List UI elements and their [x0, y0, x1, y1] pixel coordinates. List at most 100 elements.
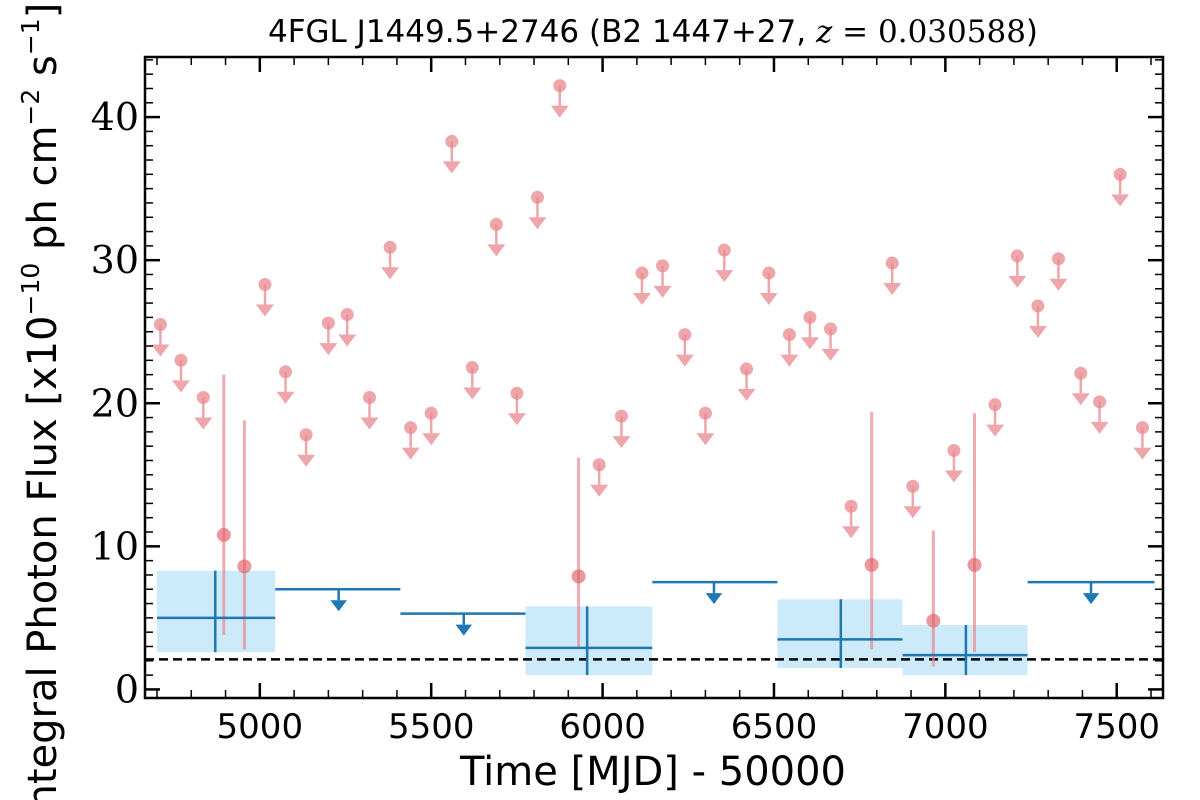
short-bin-ul-arrow-8-head	[360, 417, 379, 430]
short-bin-ul-point-7	[340, 308, 354, 322]
long-bin-band-1	[525, 606, 653, 676]
short-bin-ul-arrow-21-head	[653, 285, 672, 298]
short-bin-ul-point-30	[844, 499, 858, 513]
short-bin-ul-arrow-0-head	[151, 344, 170, 357]
short-bin-ul-point-16	[530, 190, 544, 204]
x-tick-label: 5500	[388, 707, 475, 747]
short-bin-ul-point-29	[824, 322, 838, 336]
short-bin-ul-point-10	[404, 421, 418, 435]
short-bin-ul-arrow-34-head	[986, 424, 1005, 437]
long-bin-ul-arrow-2	[705, 582, 723, 605]
short-bin-ul-arrow-6-head	[319, 343, 338, 356]
short-bin-ul-point-6	[321, 316, 335, 330]
x-tick-label: 7000	[902, 707, 989, 747]
short-bin-point-3	[864, 557, 879, 572]
short-bin-ul-point-25	[740, 362, 754, 376]
x-tick-label: 5000	[217, 707, 304, 747]
short-bin-ul-arrow-5-head	[297, 454, 316, 467]
short-bin-ul-point-9	[383, 240, 397, 254]
short-bin-ul-point-27	[782, 328, 796, 342]
short-bin-ul-arrow-4-head	[276, 391, 295, 404]
y-tick-label: 30	[91, 238, 139, 282]
short-bin-ul-point-26	[762, 266, 776, 280]
short-bin-ul-arrow-26-head	[759, 293, 778, 306]
short-bin-ul-point-14	[489, 217, 503, 231]
short-bin-ul-arrow-30-head	[842, 526, 861, 539]
long-bin-ul-arrow-3	[1082, 582, 1100, 605]
short-bin-ul-point-37	[1051, 252, 1065, 266]
long-bin-ul-arrow-0-head	[330, 600, 347, 612]
short-bin-ul-arrow-1-head	[171, 380, 190, 393]
short-bin-ul-arrow-33-head	[944, 470, 963, 483]
short-bin-ul-point-39	[1093, 395, 1107, 409]
short-bin-ul-arrow-12-head	[442, 161, 461, 174]
short-bin-ul-arrow-7-head	[338, 334, 357, 347]
short-bin-ul-point-21	[656, 259, 670, 273]
long-bin-ul-arrow-1-head	[455, 624, 473, 636]
y-axis-label: Integral Photon Flux [x10−10 ph cm−2 s−1…	[16, 3, 66, 800]
short-bin-point-1	[237, 559, 252, 574]
short-bin-ul-arrow-3-head	[255, 304, 274, 317]
short-bin-ul-point-32	[906, 479, 920, 493]
long-bin-ul-arrow-0	[330, 589, 347, 612]
short-bin-ul-arrow-11-head	[422, 433, 441, 446]
short-bin-point-0	[216, 527, 231, 542]
short-bin-ul-point-20	[635, 266, 649, 280]
short-bin-ul-point-0	[153, 318, 167, 332]
short-bin-ul-point-15	[510, 386, 524, 400]
short-bin-ul-arrow-32-head	[903, 506, 922, 519]
short-bin-ul-arrow-22-head	[675, 354, 694, 367]
short-bin-ul-arrow-14-head	[487, 244, 506, 257]
short-bin-ul-point-1	[174, 353, 188, 367]
short-bin-ul-point-13	[465, 360, 479, 374]
y-tick-label: 40	[91, 95, 139, 139]
short-bin-ul-point-12	[445, 134, 459, 148]
short-bin-ul-arrow-20-head	[633, 293, 652, 306]
short-bin-ul-arrow-27-head	[780, 354, 799, 367]
short-bin-ul-arrow-37-head	[1049, 278, 1068, 291]
chart-title: 4FGL J1449.5+2746 (B2 1447+27, z = 0.030…	[268, 14, 1038, 50]
short-bin-ul-point-33	[947, 443, 961, 457]
short-bin-ul-arrow-18-head	[590, 484, 609, 497]
short-bin-ul-point-8	[363, 391, 377, 405]
short-bin-ul-arrow-31-head	[883, 283, 902, 296]
short-bin-ul-arrow-2-head	[194, 417, 213, 430]
short-bin-ul-arrow-16-head	[528, 217, 547, 230]
short-bin-ul-point-35	[1010, 249, 1024, 263]
short-bin-ul-point-23	[698, 406, 712, 420]
y-tick-label: 0	[115, 667, 139, 711]
short-bin-ul-arrow-9-head	[381, 267, 400, 280]
y-tick-label: 10	[91, 524, 139, 568]
x-axis-label: Time [MJD] - 50000	[459, 749, 846, 795]
short-bin-ul-arrow-15-head	[507, 413, 526, 426]
short-bin-point-2	[571, 569, 586, 584]
short-bin-ul-point-41	[1135, 421, 1149, 435]
short-bin-ul-point-4	[279, 365, 293, 379]
short-bin-ul-point-24	[717, 243, 731, 257]
short-bin-ul-arrow-41-head	[1133, 447, 1152, 460]
short-bin-ul-point-18	[592, 458, 606, 472]
short-bin-point-5	[967, 557, 982, 572]
short-bin-ul-arrow-40-head	[1111, 194, 1130, 207]
short-bin-ul-point-19	[614, 409, 628, 423]
short-bin-ul-arrow-35-head	[1008, 275, 1027, 288]
long-bin-ul-arrow-3-head	[1082, 593, 1100, 605]
plot-area: 5000 5500 6000 6500 7000 7500 0 10 20 30 40	[91, 55, 1165, 747]
short-bin-ul-point-17	[553, 79, 567, 93]
short-bin-ul-arrow-19-head	[612, 436, 631, 449]
long-bin-ul-arrow-2-head	[705, 593, 723, 605]
long-bin-ul-arrow-1	[455, 613, 473, 636]
short-bin-ul-point-34	[988, 398, 1002, 412]
short-bin-ul-arrow-29-head	[821, 348, 840, 361]
short-bin-ul-arrow-23-head	[696, 433, 715, 446]
short-bin-ul-point-3	[258, 277, 272, 291]
x-tick-label: 6000	[559, 707, 646, 747]
short-bin-ul-point-40	[1113, 167, 1127, 181]
short-bin-ul-arrow-38-head	[1071, 393, 1090, 406]
y-tick-label: 20	[91, 381, 139, 425]
short-bin-ul-arrow-17-head	[550, 105, 569, 118]
short-bin-ul-arrow-28-head	[800, 337, 819, 350]
short-bin-ul-arrow-13-head	[463, 387, 482, 400]
short-bin-ul-point-11	[424, 406, 438, 420]
